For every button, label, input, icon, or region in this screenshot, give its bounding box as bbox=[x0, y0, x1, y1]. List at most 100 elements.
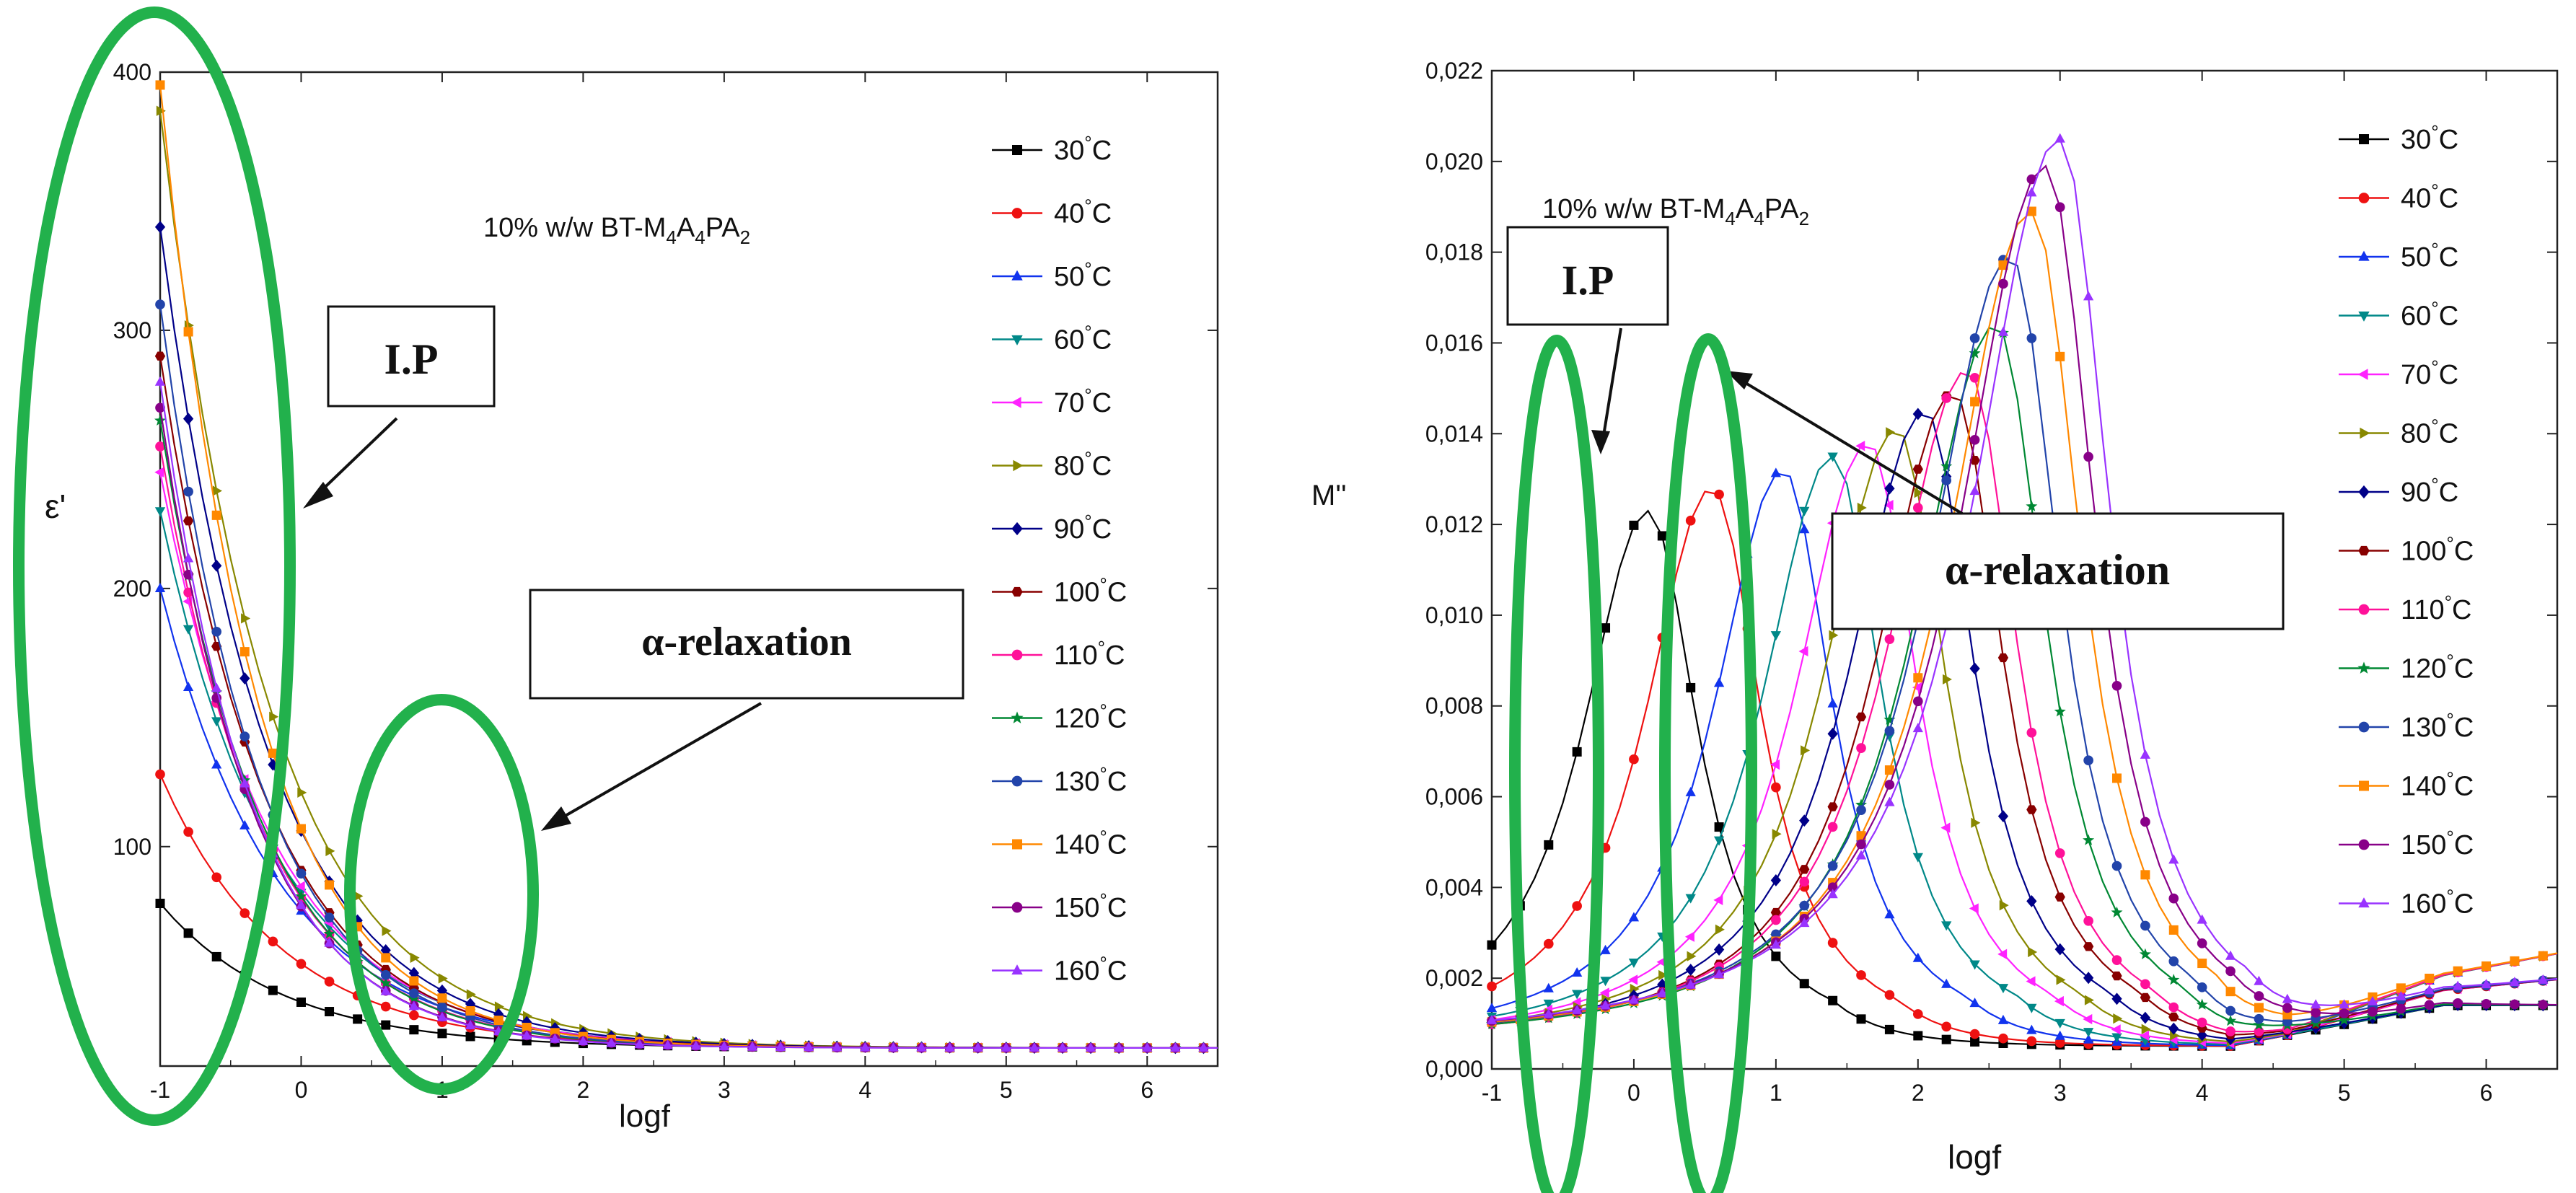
data-point bbox=[522, 1030, 532, 1040]
y-tick-label: 100 bbox=[113, 834, 151, 860]
data-point bbox=[2026, 1024, 2037, 1034]
data-point bbox=[860, 1042, 871, 1052]
data-point bbox=[380, 969, 391, 980]
data-point bbox=[1912, 682, 1922, 693]
data-point bbox=[1827, 727, 1838, 740]
data-point bbox=[1799, 865, 1810, 874]
data-point bbox=[1628, 974, 1638, 985]
data-point bbox=[1857, 502, 1867, 514]
data-point bbox=[296, 899, 307, 910]
data-point bbox=[1998, 278, 2008, 289]
data-point bbox=[1997, 984, 2009, 994]
data-point bbox=[2339, 1008, 2349, 1018]
data-point bbox=[2396, 990, 2406, 1000]
data-point bbox=[2311, 999, 2321, 1009]
data-point bbox=[1969, 1029, 1980, 1039]
data-point bbox=[1799, 979, 1809, 989]
data-point bbox=[211, 510, 221, 520]
data-point bbox=[1912, 696, 1923, 707]
data-point bbox=[2026, 333, 2037, 343]
legend-marker bbox=[2358, 721, 2370, 733]
data-point bbox=[1715, 924, 1725, 935]
data-point bbox=[2168, 974, 2180, 985]
legend-item: 100°C bbox=[992, 574, 1127, 608]
legend-label: 110°C bbox=[2401, 591, 2471, 625]
data-point bbox=[154, 467, 164, 477]
data-point bbox=[154, 376, 166, 386]
y-tick-label: 0,010 bbox=[1425, 602, 1483, 628]
data-point bbox=[211, 872, 222, 883]
data-point bbox=[2339, 999, 2349, 1009]
data-point bbox=[1772, 829, 1782, 840]
data-point bbox=[295, 881, 305, 892]
data-point bbox=[2311, 1008, 2321, 1018]
data-point bbox=[2026, 500, 2038, 511]
legend-marker bbox=[1012, 839, 1022, 850]
data-point bbox=[211, 682, 222, 692]
data-point bbox=[1771, 951, 1781, 961]
legend-label: 160°C bbox=[1054, 953, 1127, 987]
data-point bbox=[1829, 630, 1839, 640]
legend-item: 40°C bbox=[992, 195, 1112, 229]
data-point bbox=[1884, 780, 1895, 790]
data-point bbox=[1601, 623, 1611, 633]
data-point bbox=[2254, 991, 2264, 1001]
left-panel-permittivity-chart: -1 0 1 2 3 4 5 610020030040030°C40°C50°C60°C70°… bbox=[13, 6, 1219, 1134]
data-point bbox=[1827, 452, 1838, 462]
data-point bbox=[379, 977, 392, 989]
data-point bbox=[2509, 977, 2520, 987]
data-point bbox=[382, 925, 392, 936]
y-axis-label: ε' bbox=[45, 488, 66, 525]
highlight-ellipse-alpha bbox=[344, 694, 539, 1095]
legend-item: 70°C bbox=[2339, 356, 2458, 390]
data-point bbox=[1884, 726, 1895, 736]
data-point bbox=[381, 1020, 391, 1030]
data-point bbox=[437, 993, 447, 1003]
arrow-head bbox=[303, 482, 333, 509]
data-point bbox=[1114, 1042, 1125, 1052]
y-axis-label: M'' bbox=[1311, 480, 1347, 511]
y-tick-label: 300 bbox=[113, 317, 151, 343]
x-tick-label: 0 bbox=[1627, 1080, 1640, 1106]
data-point bbox=[155, 899, 165, 909]
data-point bbox=[2140, 979, 2150, 990]
data-point bbox=[2084, 995, 2094, 1005]
data-point bbox=[662, 1039, 673, 1049]
data-point bbox=[410, 952, 420, 963]
data-point bbox=[2083, 915, 2093, 926]
data-point bbox=[1600, 944, 1611, 954]
data-point bbox=[1912, 465, 1923, 474]
data-point bbox=[2141, 1023, 2151, 1034]
data-point bbox=[239, 731, 250, 741]
legend-item: 40°C bbox=[2339, 180, 2458, 214]
data-point bbox=[1970, 1036, 1980, 1047]
legend-label: 70°C bbox=[2401, 356, 2458, 390]
y-tick-label: 0,002 bbox=[1425, 965, 1483, 991]
data-point bbox=[2225, 1026, 2236, 1036]
legend-marker bbox=[1013, 459, 1024, 472]
right-panel-modulus-chart: -1 0 1 2 3 4 5 6 0,000 0,002 0,004 0,006 0,008 0,010 0… bbox=[1311, 58, 2559, 1193]
data-point bbox=[2254, 1003, 2264, 1013]
data-point bbox=[2396, 1003, 2406, 1014]
arrow-head bbox=[1726, 371, 1753, 389]
x-axis-label: logf bbox=[619, 1099, 671, 1134]
data-point bbox=[2111, 1033, 2122, 1043]
data-point bbox=[2453, 998, 2463, 1008]
data-point bbox=[409, 1025, 419, 1035]
legend-label: 140°C bbox=[2401, 768, 2474, 802]
data-point bbox=[155, 441, 165, 452]
data-point bbox=[1628, 959, 1640, 969]
x-tick-label: 0 bbox=[295, 1077, 308, 1103]
data-point bbox=[2367, 995, 2378, 1005]
data-point bbox=[211, 951, 221, 961]
data-point bbox=[1884, 909, 1895, 919]
data-point bbox=[154, 507, 166, 517]
data-point bbox=[718, 1041, 730, 1051]
data-point bbox=[2054, 848, 2065, 858]
data-point bbox=[1770, 939, 1782, 949]
legend-marker bbox=[2357, 369, 2368, 380]
data-point bbox=[1713, 943, 1725, 956]
data-point bbox=[1799, 524, 1810, 534]
data-point bbox=[2368, 1006, 2378, 1017]
data-point bbox=[1799, 876, 1810, 887]
